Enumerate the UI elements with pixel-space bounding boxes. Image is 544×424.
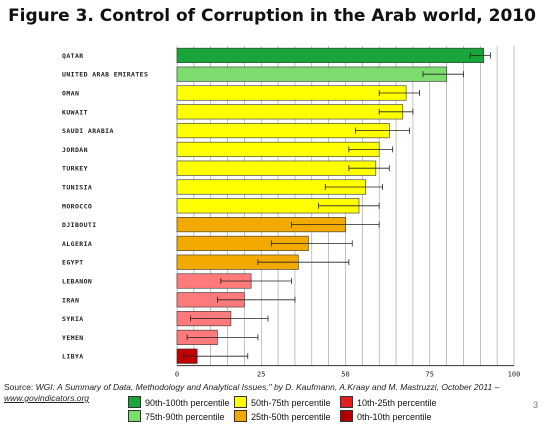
x-tick-label: 100 xyxy=(508,371,521,379)
category-label: TURKEY xyxy=(62,165,88,173)
x-tick-label: 75 xyxy=(426,371,434,379)
bar xyxy=(176,47,484,63)
x-axis: 0 25 50 75 100 xyxy=(175,365,521,379)
category-label: SYRIA xyxy=(62,315,84,323)
legend-label: 90th-100th percentile xyxy=(145,398,230,408)
category-label: KUWAIT xyxy=(62,108,88,116)
category-label: YEMEN xyxy=(62,334,84,342)
category-label: OMAN xyxy=(62,90,79,98)
bar xyxy=(176,160,377,176)
x-tick-label: 25 xyxy=(257,371,265,379)
legend-item: 0th-10th percentile xyxy=(340,410,432,422)
legend-swatch xyxy=(234,410,247,422)
bar xyxy=(176,104,404,120)
category-label: JORDAN xyxy=(62,146,88,154)
legend-swatch xyxy=(128,410,141,422)
category-label: EGYPT xyxy=(62,259,84,267)
x-tick-label: 50 xyxy=(341,371,349,379)
category-label: MOROCCO xyxy=(62,202,92,210)
category-label: TUNISIA xyxy=(62,184,92,192)
legend-swatch xyxy=(234,396,247,408)
category-label: QATAR xyxy=(62,52,84,60)
legend-item: 75th-90th percentile xyxy=(128,410,225,422)
category-label: ALGERIA xyxy=(62,240,92,248)
category-label: LIBYA xyxy=(62,353,84,361)
bar xyxy=(176,85,407,101)
category-label: LEBANON xyxy=(62,278,92,286)
source-prefix: Source: xyxy=(4,382,36,392)
bars xyxy=(176,47,484,364)
source-link[interactable]: www.govindicators.org xyxy=(4,393,90,403)
legend-label: 0th-10th percentile xyxy=(357,412,432,422)
category-label: UNITED ARAB EMIRATES xyxy=(62,71,148,79)
legend-label: 25th-50th percentile xyxy=(251,412,331,422)
source-note: Source: WGI: A Summary of Data, Methodol… xyxy=(4,382,524,404)
category-labels: QATAR UNITED ARAB EMIRATES OMAN KUWAIT SAUDI… xyxy=(62,52,148,361)
legend-swatch xyxy=(340,410,353,422)
category-label: DJIBOUTI xyxy=(62,221,97,229)
chart-title: Figure 3. Control of Corruption in the A… xyxy=(8,6,536,26)
source-citation: WGI: A Summary of Data, Methodology and … xyxy=(35,382,500,392)
error-bars xyxy=(183,52,491,360)
category-label: SAUDI ARABIA xyxy=(62,127,114,135)
legend-label: 75th-90th percentile xyxy=(145,412,225,422)
legend-label: 10th-25th percentile xyxy=(357,398,437,408)
legend-item: 10th-25th percentile xyxy=(340,396,437,408)
category-label: IRAN xyxy=(62,296,79,304)
legend-item: 90th-100th percentile xyxy=(128,396,230,408)
x-tick-label: 0 xyxy=(175,371,179,379)
legend-item: 25th-50th percentile xyxy=(234,410,331,422)
bar xyxy=(176,66,447,82)
legend-swatch xyxy=(128,396,141,408)
legend-label: 50th-75th percentile xyxy=(251,398,331,408)
page-number: 3 xyxy=(532,400,538,410)
legend-swatch xyxy=(340,396,353,408)
legend-item: 50th-75th percentile xyxy=(234,396,331,408)
